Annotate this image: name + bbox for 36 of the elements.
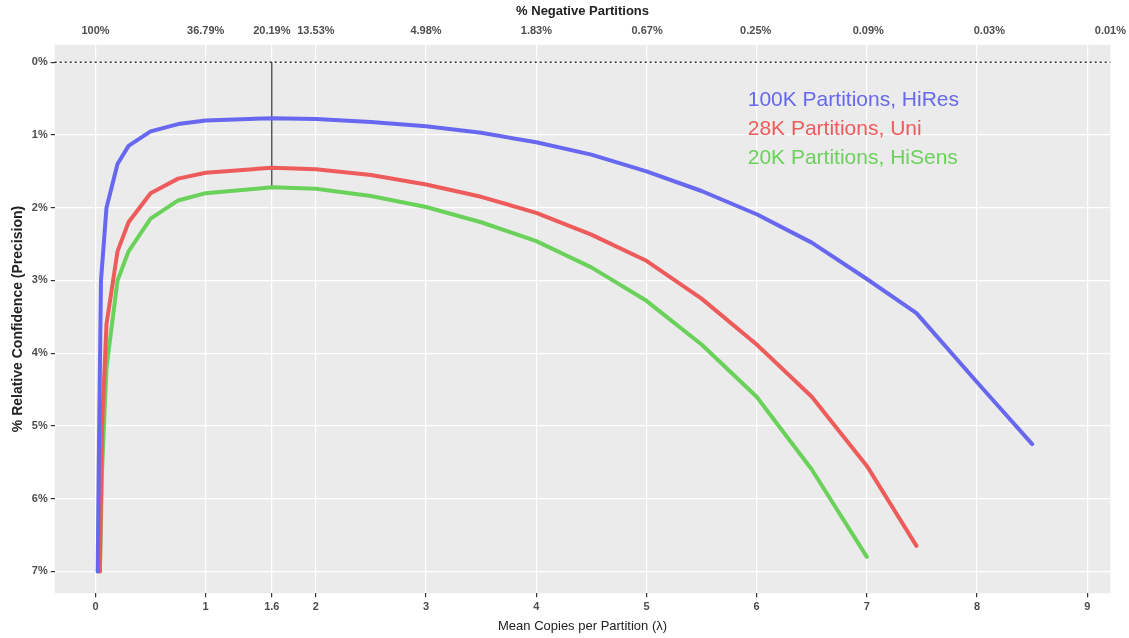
x2-tick-label: 1.83% <box>520 24 553 37</box>
x2-axis-title: % Negative Partitions <box>516 3 650 19</box>
x2-tick-label: 20.19% <box>253 24 291 37</box>
x-tick-label: 4 <box>533 599 541 612</box>
x2-tick-label: 36.79% <box>187 24 225 37</box>
y-tick-label: 2% <box>31 200 48 213</box>
x-tick-label: 5 <box>643 599 650 612</box>
y-tick-label: 3% <box>31 273 48 286</box>
x2-tick-label: 100% <box>81 24 110 37</box>
y-tick-label: 5% <box>31 418 48 431</box>
x-tick-label: 6 <box>753 599 760 612</box>
x2-tick-label: 4.98% <box>410 24 442 37</box>
x-tick-label: 1.6 <box>264 599 280 612</box>
x-tick-label: 7 <box>863 599 870 612</box>
x2-tick-label: 0.09% <box>852 24 885 37</box>
x-tick-label: 2 <box>312 599 319 612</box>
x-axis-title: Mean Copies per Partition (λ) <box>498 617 668 633</box>
x2-tick-label: 13.53% <box>297 24 335 37</box>
y-tick-label: 7% <box>31 564 48 577</box>
y-tick-label: 4% <box>31 346 48 359</box>
x-tick-label: 1 <box>202 599 209 612</box>
text: 100K Partitions, HiRes <box>747 86 959 112</box>
x2-tick-label: 0.25% <box>740 24 772 37</box>
text: 20K Partitions, HiSens <box>747 144 959 170</box>
x-tick-label: 0 <box>92 599 99 612</box>
x2-tick-label: 0.01% <box>1094 24 1127 37</box>
y-tick-label: 6% <box>31 491 48 504</box>
y-tick-label: 1% <box>31 128 48 141</box>
x-tick-label: 9 <box>1084 599 1091 612</box>
x2-tick-label: 0.03% <box>973 24 1006 37</box>
x-tick-label: 8 <box>974 599 981 612</box>
text: 28K Partitions, Uni <box>747 115 923 141</box>
x-tick-label: 3 <box>423 599 430 612</box>
y-tick-label: 0% <box>31 55 48 68</box>
y-axis-title: % Relative Confidence (Precision) <box>9 205 26 433</box>
x2-tick-label: 0.67% <box>631 24 663 37</box>
